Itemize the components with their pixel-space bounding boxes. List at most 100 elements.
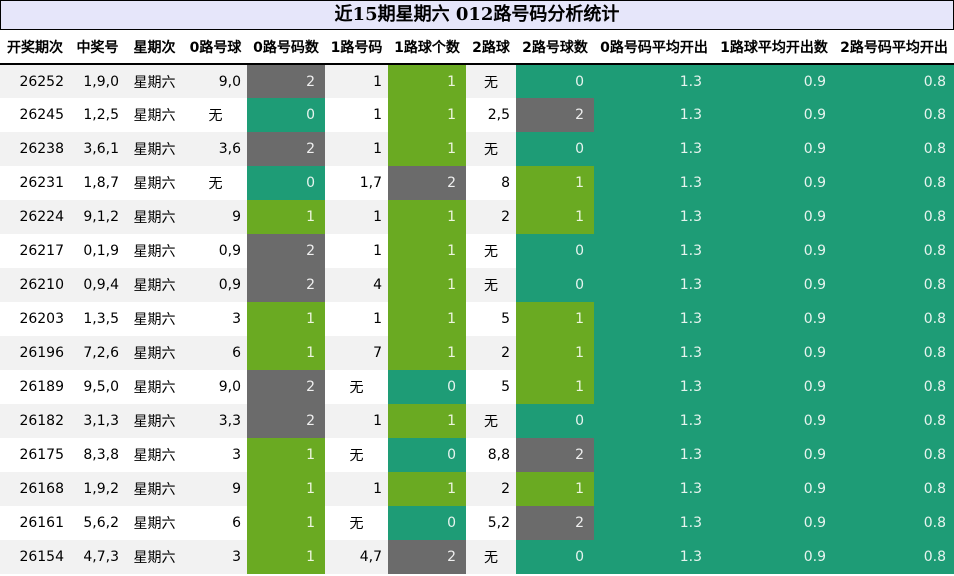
header-period: 开奖期次 bbox=[0, 30, 70, 65]
cell-period: 26238 bbox=[0, 132, 70, 166]
cell-winning-number: 4,7,3 bbox=[70, 540, 125, 574]
cell-road2-balls: 5 bbox=[466, 302, 516, 336]
cell-weekday: 星期六 bbox=[125, 302, 184, 336]
cell-road2-count: 0 bbox=[516, 268, 594, 302]
cell-period: 26182 bbox=[0, 404, 70, 438]
table-header-row: 开奖期次 中奖号 星期次 0路号球 0路号码数 1路号码 1路球个数 2路球 2… bbox=[0, 30, 954, 65]
cell-road2-balls: 无 bbox=[466, 540, 516, 574]
cell-road2-balls: 无 bbox=[466, 132, 516, 166]
cell-road2-count: 1 bbox=[516, 302, 594, 336]
cell-road1-balls: 1 bbox=[325, 200, 388, 234]
cell-road0-count: 1 bbox=[247, 506, 325, 540]
cell-road0-balls: 3 bbox=[184, 540, 247, 574]
cell-period: 26161 bbox=[0, 506, 70, 540]
cell-road0-count: 2 bbox=[247, 132, 325, 166]
cell-avg2: 0.8 bbox=[834, 370, 954, 404]
cell-road1-count: 1 bbox=[388, 404, 466, 438]
cell-road2-balls: 8 bbox=[466, 166, 516, 200]
cell-avg0: 1.3 bbox=[594, 166, 714, 200]
cell-road1-balls: 1 bbox=[325, 234, 388, 268]
cell-road2-count: 0 bbox=[516, 64, 594, 98]
table-row: 26231 1,8,7 星期六无 0 1,7 2 8 1 1.3 0.9 0.8 bbox=[0, 166, 954, 200]
cell-road0-balls: 6 bbox=[184, 336, 247, 370]
cell-road1-balls: 1 bbox=[325, 98, 388, 132]
cell-road1-count: 2 bbox=[388, 166, 466, 200]
cell-avg1: 0.9 bbox=[714, 438, 834, 472]
cell-road1-balls: 无 bbox=[325, 506, 388, 540]
cell-period: 26189 bbox=[0, 370, 70, 404]
table-row: 26168 1,9,2 星期六 9 1 1 1 2 1 1.3 0.9 0.8 bbox=[0, 472, 954, 506]
cell-avg1: 0.9 bbox=[714, 98, 834, 132]
cell-weekday: 星期六 bbox=[125, 234, 184, 268]
cell-weekday: 星期六 bbox=[125, 540, 184, 574]
cell-road0-balls: 3,3 bbox=[184, 404, 247, 438]
table-body: 26252 1,9,0 星期六 9,0 2 1 1 无 0 1.3 0.9 0.8 26245 1,2,5… bbox=[0, 64, 954, 574]
cell-road2-count: 1 bbox=[516, 200, 594, 234]
cell-road2-count: 0 bbox=[516, 404, 594, 438]
table-row: 26161 5,6,2 星期六 6 1 无 0 5,2 2 1.3 0.9 0.8 bbox=[0, 506, 954, 540]
header-avg0: 0路号码平均开出 bbox=[594, 30, 714, 65]
cell-road2-balls: 无 bbox=[466, 64, 516, 98]
cell-road1-balls: 1 bbox=[325, 472, 388, 506]
cell-winning-number: 0,1,9 bbox=[70, 234, 125, 268]
cell-road0-balls: 3 bbox=[184, 302, 247, 336]
cell-avg1: 0.9 bbox=[714, 132, 834, 166]
table-row: 26182 3,1,3 星期六 3,3 2 1 1 无 0 1.3 0.9 0.8 bbox=[0, 404, 954, 438]
cell-road2-count: 1 bbox=[516, 370, 594, 404]
table-row: 26189 9,5,0 星期六 9,0 2 无 0 5 1 1.3 0.9 0.8 bbox=[0, 370, 954, 404]
cell-road1-count: 1 bbox=[388, 472, 466, 506]
header-road1-count: 1路球个数 bbox=[388, 30, 466, 65]
cell-road0-balls: 无 bbox=[184, 166, 247, 200]
cell-road2-balls: 5,2 bbox=[466, 506, 516, 540]
cell-period: 26252 bbox=[0, 64, 70, 98]
cell-road0-count: 0 bbox=[247, 166, 325, 200]
cell-road1-balls: 4,7 bbox=[325, 540, 388, 574]
cell-period: 26175 bbox=[0, 438, 70, 472]
cell-winning-number: 1,9,0 bbox=[70, 64, 125, 98]
page-title: 近15期星期六 012路号码分析统计 bbox=[0, 0, 954, 30]
cell-weekday: 星期六 bbox=[125, 200, 184, 234]
cell-road0-balls: 9 bbox=[184, 472, 247, 506]
cell-avg2: 0.8 bbox=[834, 472, 954, 506]
cell-avg2: 0.8 bbox=[834, 336, 954, 370]
cell-road0-balls: 无 bbox=[184, 98, 247, 132]
cell-road2-count: 0 bbox=[516, 540, 594, 574]
header-avg1: 1路球平均开出数 bbox=[714, 30, 834, 65]
cell-avg0: 1.3 bbox=[594, 438, 714, 472]
cell-road1-count: 2 bbox=[388, 540, 466, 574]
cell-period: 26231 bbox=[0, 166, 70, 200]
table-row: 26224 9,1,2 星期六 9 1 1 1 2 1 1.3 0.9 0.8 bbox=[0, 200, 954, 234]
cell-winning-number: 9,5,0 bbox=[70, 370, 125, 404]
cell-avg0: 1.3 bbox=[594, 336, 714, 370]
cell-avg1: 0.9 bbox=[714, 302, 834, 336]
cell-avg2: 0.8 bbox=[834, 268, 954, 302]
cell-weekday: 星期六 bbox=[125, 98, 184, 132]
cell-winning-number: 1,8,7 bbox=[70, 166, 125, 200]
statistics-table: 开奖期次 中奖号 星期次 0路号球 0路号码数 1路号码 1路球个数 2路球 2… bbox=[0, 30, 954, 574]
cell-weekday: 星期六 bbox=[125, 472, 184, 506]
cell-road0-balls: 9,0 bbox=[184, 64, 247, 98]
cell-road0-balls: 9 bbox=[184, 200, 247, 234]
cell-winning-number: 3,1,3 bbox=[70, 404, 125, 438]
cell-period: 26203 bbox=[0, 302, 70, 336]
cell-winning-number: 1,9,2 bbox=[70, 472, 125, 506]
cell-avg2: 0.8 bbox=[834, 132, 954, 166]
cell-avg1: 0.9 bbox=[714, 268, 834, 302]
cell-road1-count: 0 bbox=[388, 370, 466, 404]
cell-road1-count: 1 bbox=[388, 268, 466, 302]
cell-road0-balls: 3,6 bbox=[184, 132, 247, 166]
cell-period: 26168 bbox=[0, 472, 70, 506]
table-row: 26154 4,7,3 星期六 3 1 4,7 2 无 0 1.3 0.9 0.8 bbox=[0, 540, 954, 574]
header-number: 中奖号 bbox=[70, 30, 125, 65]
cell-avg0: 1.3 bbox=[594, 234, 714, 268]
cell-avg0: 1.3 bbox=[594, 404, 714, 438]
cell-road1-count: 1 bbox=[388, 132, 466, 166]
cell-weekday: 星期六 bbox=[125, 64, 184, 98]
header-avg2: 2路号码平均开出 bbox=[834, 30, 954, 65]
cell-avg1: 0.9 bbox=[714, 166, 834, 200]
cell-period: 26154 bbox=[0, 540, 70, 574]
cell-road0-balls: 0,9 bbox=[184, 234, 247, 268]
cell-avg2: 0.8 bbox=[834, 234, 954, 268]
table-row: 26210 0,9,4 星期六 0,9 2 4 1 无 0 1.3 0.9 0.8 bbox=[0, 268, 954, 302]
cell-road1-balls: 1 bbox=[325, 404, 388, 438]
